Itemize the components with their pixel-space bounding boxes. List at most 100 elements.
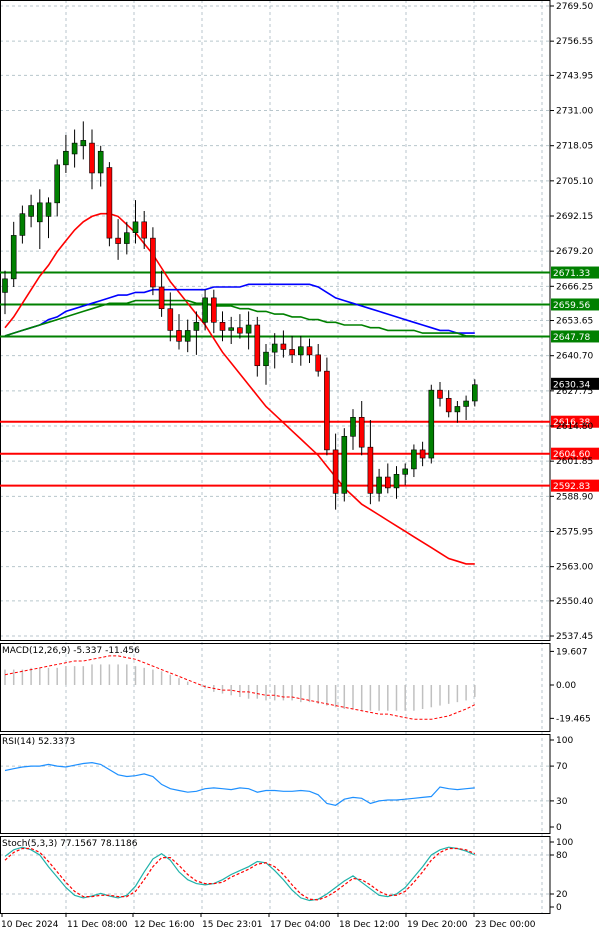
- candle-body: [176, 330, 182, 342]
- candle-body: [19, 213, 26, 236]
- level-label-bg: [551, 298, 599, 311]
- candle-body: [45, 202, 52, 217]
- candle-body: [463, 400, 469, 407]
- panel-frame-price: [0, 0, 551, 641]
- candle-body: [358, 417, 365, 448]
- moving-average-line: [4, 299, 475, 337]
- candle-body: [10, 235, 17, 280]
- level-label: 2592.83: [553, 482, 590, 492]
- candle-body: [419, 449, 426, 459]
- candle-body: [228, 327, 234, 331]
- level-label: 2604.60: [553, 450, 590, 460]
- price-tick-label: 2743.95: [556, 71, 593, 81]
- candle-body: [376, 476, 382, 494]
- candle-body: [271, 343, 278, 353]
- candle-body: [219, 321, 226, 331]
- candle-body: [237, 327, 243, 334]
- candle-body: [402, 468, 409, 475]
- rsi-tick-label: 70: [556, 762, 568, 772]
- stoch-tick-label: 20: [556, 890, 568, 900]
- price-tick-label: 2705.10: [556, 177, 593, 187]
- price-tick-label: 2588.90: [556, 492, 593, 502]
- price-tick-label: 2563.00: [556, 563, 593, 573]
- rsi-line: [4, 761, 475, 806]
- panel-frame-macd: [0, 643, 551, 732]
- candle-body: [454, 406, 461, 413]
- candle-body: [350, 417, 356, 437]
- panel-frame-rsi: [0, 734, 551, 834]
- candle-body: [211, 297, 217, 323]
- candle-body: [280, 343, 287, 350]
- moving-average-line: [4, 212, 475, 565]
- time-tick-label: 18 Dec 12:00: [339, 920, 400, 930]
- macd-tick-label: 0.00: [556, 681, 576, 691]
- price-tick-label: 2614.80: [556, 422, 593, 432]
- candle-body: [428, 389, 435, 459]
- candle-body: [202, 297, 208, 323]
- price-tick-label: 2627.75: [556, 387, 593, 397]
- rsi-tick-label: 30: [556, 797, 568, 807]
- candle-body: [141, 221, 147, 239]
- candle-body: [2, 278, 8, 293]
- rsi-label: RSI(14) 52.3373: [2, 737, 75, 747]
- level-label-bg: [551, 447, 599, 460]
- macd-panel: [4, 655, 476, 720]
- price-tick-label: 2601.85: [556, 457, 593, 467]
- price-tick-label: 2640.70: [556, 352, 593, 362]
- time-tick-label: 23 Dec 00:00: [475, 920, 536, 930]
- stochastic-panel: [4, 846, 476, 902]
- price-tick-label: 2679.20: [556, 247, 593, 257]
- stoch-tick-label: 100: [556, 838, 573, 848]
- candle-body: [384, 476, 391, 489]
- moving-average-line: [4, 283, 475, 337]
- candle-body: [254, 324, 261, 367]
- rsi-panel: [4, 761, 475, 806]
- candle-body: [132, 221, 139, 233]
- candle-body: [89, 142, 95, 174]
- time-tick-label: 19 Dec 20:00: [407, 920, 468, 930]
- price-tick-label: 2666.25: [556, 282, 593, 292]
- stoch-tick-label: 80: [556, 851, 568, 861]
- candle-body: [315, 354, 322, 372]
- level-label-bg: [551, 479, 599, 492]
- candle-body: [63, 150, 69, 166]
- candle-body: [411, 449, 417, 470]
- candle-body: [306, 346, 313, 356]
- stoch-label: Stoch(5,3,3) 77.1567 78.1186: [2, 839, 138, 849]
- price-tick-label: 2718.05: [556, 142, 593, 152]
- price-tick-label: 2537.45: [556, 632, 593, 642]
- axes: 2769.50 2756.55 2743.95 2731.00 2718.05 2705.…: [1, 2, 593, 930]
- candle-body: [167, 308, 174, 331]
- stoch-tick-label: 0: [556, 903, 562, 913]
- candle-body: [54, 164, 61, 204]
- rsi-tick-label: 100: [556, 736, 573, 746]
- candle-body: [289, 349, 295, 356]
- macd-tick-label: 19.607: [556, 647, 588, 657]
- level-label: 2671.33: [553, 269, 590, 279]
- candle-body: [324, 370, 330, 451]
- price-tick-label: 2550.40: [556, 597, 593, 607]
- time-tick-label: 12 Dec 16:00: [134, 920, 195, 930]
- level-label: 2647.78: [553, 333, 590, 343]
- candle-body: [437, 389, 443, 399]
- candle-body: [297, 346, 304, 356]
- stoch-signal-line: [4, 847, 476, 901]
- candle-body: [158, 286, 165, 310]
- price-panel: 2671.33 2659.56 2647.78 2616.38 2604.60 2592.…: [0, 121, 599, 565]
- candle-body: [71, 142, 78, 155]
- candle-body: [115, 237, 121, 244]
- time-tick-label: 17 Dec 04:00: [270, 920, 331, 930]
- candle-body: [80, 140, 87, 147]
- candle-body: [150, 237, 156, 288]
- candle-body: [263, 351, 269, 367]
- candle-body: [28, 205, 34, 217]
- level-label-bg: [551, 330, 599, 343]
- candle-body: [106, 167, 113, 239]
- candle-body: [97, 150, 104, 174]
- current-price-label: 2630.34: [553, 380, 590, 390]
- candle-body: [36, 202, 43, 223]
- current-price-bg: [551, 377, 599, 390]
- candle-body: [393, 474, 400, 489]
